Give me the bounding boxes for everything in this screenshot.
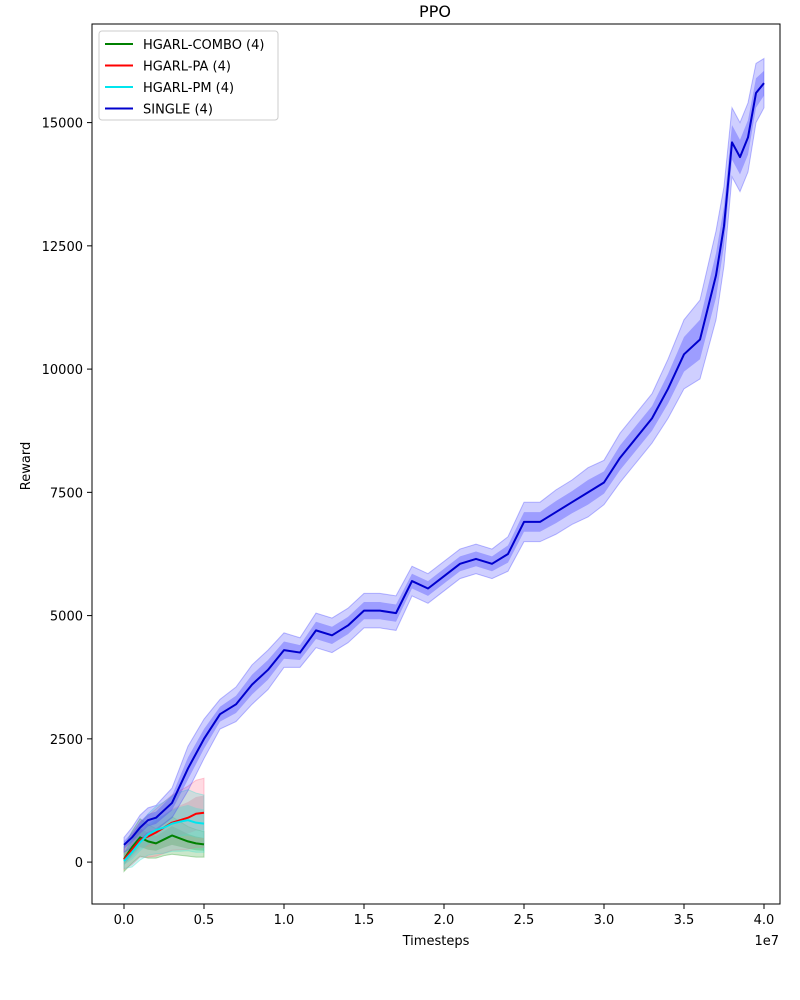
y-tick-label: 15000 xyxy=(42,117,83,132)
legend-box xyxy=(98,30,279,121)
x-tick-label: 3.5 xyxy=(674,913,695,928)
series-band-outer xyxy=(123,57,765,854)
legend-label: HGARL-PM (4) xyxy=(143,81,234,96)
legend: HGARL-COMBO (4) HGARL-PA (4) HGARL-PM (4) S… xyxy=(98,30,279,121)
series-band-inner xyxy=(124,826,204,866)
y-tick-label: 10000 xyxy=(42,363,83,378)
plot-background xyxy=(92,24,780,904)
y-axis: 0 2500 5000 7500 10000 12500 15000 xyxy=(42,117,92,871)
y-tick-label: 12500 xyxy=(42,240,83,255)
plot-area xyxy=(91,23,781,905)
y-tick-label: 0 xyxy=(75,856,83,871)
series-band-outer xyxy=(123,777,205,871)
series-band-inner xyxy=(124,795,204,865)
x-tick-label: 1.5 xyxy=(354,913,375,928)
series-band-inner xyxy=(124,70,764,849)
series-band-outer xyxy=(123,816,205,873)
x-tick-label: 2.0 xyxy=(434,913,455,928)
series-line xyxy=(123,834,205,860)
series-lines xyxy=(123,82,765,862)
legend-label: HGARL-COMBO (4) xyxy=(143,38,264,53)
chart-title: PPO xyxy=(419,2,451,21)
legend-label: SINGLE (4) xyxy=(143,103,213,118)
x-tick-label: 1.0 xyxy=(274,913,295,928)
series-band-outer xyxy=(123,789,205,870)
series-line xyxy=(123,819,205,862)
y-tick-label: 7500 xyxy=(50,486,83,501)
x-tick-label: 0.0 xyxy=(114,913,135,928)
x-tick-label: 4.0 xyxy=(754,913,775,928)
y-tick-label: 2500 xyxy=(50,733,83,748)
x-axis-offset-label: 1e7 xyxy=(754,934,779,949)
y-axis-label: Reward xyxy=(19,442,34,490)
x-tick-label: 0.5 xyxy=(194,913,215,928)
x-axis: 0.0 0.5 1.0 1.5 2.0 2.5 3.0 3.5 4.0 xyxy=(114,904,775,928)
x-tick-label: 2.5 xyxy=(514,913,535,928)
x-axis-label: Timesteps xyxy=(402,934,470,949)
y-tick-label: 5000 xyxy=(50,610,83,625)
plot-border xyxy=(91,23,781,905)
legend-label: HGARL-PA (4) xyxy=(143,60,231,75)
x-tick-label: 3.0 xyxy=(594,913,615,928)
series-line xyxy=(123,82,765,846)
confidence-bands xyxy=(123,57,765,873)
